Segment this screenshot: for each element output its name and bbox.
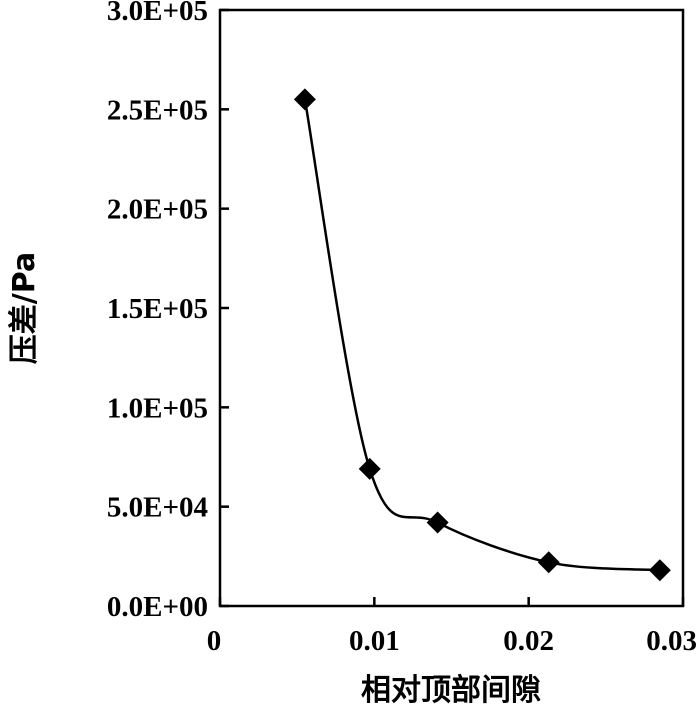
x-axis-title: 相对顶部间隙 — [361, 673, 541, 708]
y-tick-label: 2.5E+05 — [107, 94, 208, 126]
y-axis-title: 压差/Pa — [7, 252, 42, 364]
y-axis-ticks: 0.0E+00 5.0E+04 1.0E+05 1.5E+05 2.0E+05 2.5E+… — [107, 0, 229, 623]
y-tick-label: 1.0E+05 — [107, 392, 208, 424]
data-point-diamond — [426, 511, 449, 534]
x-tick-label: 0.02 — [503, 625, 554, 657]
x-tick-label: 0.01 — [349, 625, 400, 657]
y-tick-label: 3.0E+05 — [107, 0, 208, 27]
y-tick-label: 2.0E+05 — [107, 194, 208, 226]
series-markers — [293, 88, 671, 582]
data-point-diamond — [537, 551, 560, 574]
y-tick-label: 0.0E+00 — [107, 591, 208, 623]
y-tick-label: 1.5E+05 — [107, 293, 208, 325]
y-tick-label: 5.0E+04 — [107, 492, 208, 524]
x-tick-label: 0.03 — [646, 625, 697, 657]
x-axis-ticks: 0 0.01 0.02 0.03 — [207, 597, 697, 657]
plot-area-frame — [218, 8, 685, 608]
data-point-diamond — [648, 559, 671, 582]
series-line — [303, 99, 660, 572]
data-point-diamond — [358, 457, 381, 480]
data-point-diamond — [293, 88, 316, 111]
x-tick-label: 0 — [207, 625, 222, 657]
